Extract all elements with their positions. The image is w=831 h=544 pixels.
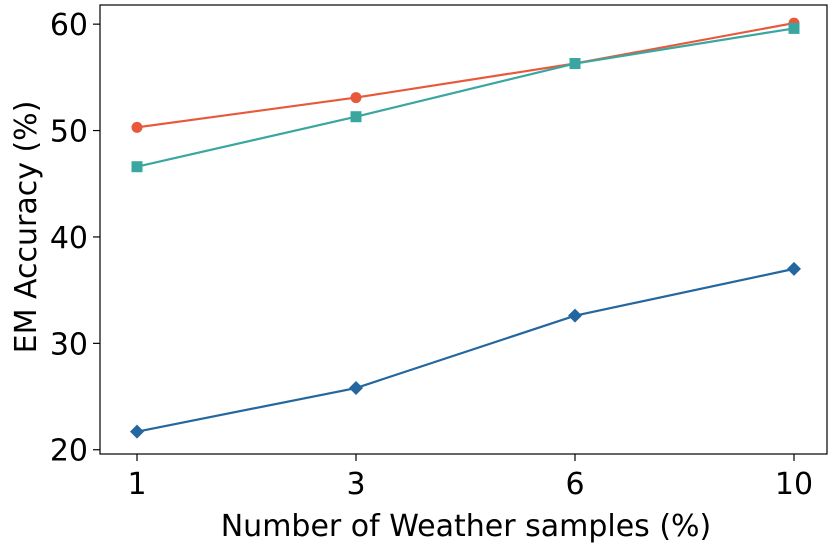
series-1-point-1 bbox=[131, 121, 143, 133]
series-3-point-3 bbox=[568, 308, 582, 323]
series-layer bbox=[130, 17, 801, 439]
x-axis-label: Number of Weather samples (%) bbox=[221, 509, 712, 544]
series-3-point-2 bbox=[349, 381, 363, 396]
series-1-point-2 bbox=[350, 92, 362, 104]
y-tick-label: 60 bbox=[50, 8, 88, 43]
plot-frame bbox=[99, 4, 828, 455]
y-tick-label: 40 bbox=[50, 221, 88, 256]
axes-layer: 20 30 40 50 60 1 3 6 10 bbox=[50, 4, 828, 502]
series-2-point-2 bbox=[350, 111, 362, 123]
series-2-point-1 bbox=[131, 161, 143, 173]
series-3-point-4 bbox=[787, 261, 801, 276]
series-line-3 bbox=[136, 267, 795, 433]
x-tick-label: 3 bbox=[346, 467, 365, 502]
series-3-point-1 bbox=[130, 424, 144, 439]
x-tick-label: 10 bbox=[775, 467, 813, 502]
x-tick-label: 6 bbox=[565, 467, 584, 502]
series-2-point-3 bbox=[569, 58, 581, 70]
y-tick-label: 50 bbox=[50, 115, 88, 150]
series-line-1 bbox=[136, 22, 795, 129]
y-axis-label: EM Accuracy (%) bbox=[9, 101, 44, 354]
series-line-2 bbox=[136, 27, 795, 168]
y-tick-label: 30 bbox=[50, 327, 88, 362]
series-2-point-4 bbox=[788, 22, 800, 34]
y-tick-label: 20 bbox=[50, 434, 88, 469]
x-tick-label: 1 bbox=[127, 467, 146, 502]
